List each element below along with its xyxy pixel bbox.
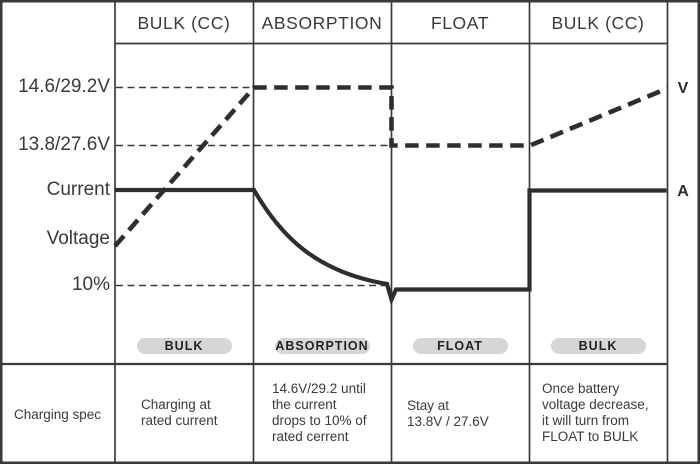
spec-cell-bulk-1: Charging at rated current — [141, 397, 218, 428]
stage-header-float: FLOAT — [430, 13, 490, 33]
stage-header-absorption: ABSORPTION — [261, 13, 383, 33]
current-curve — [115, 187, 667, 306]
stage-pill-bulk-1: BULK — [136, 338, 232, 354]
pill-slot-bulk-1: BULK — [115, 338, 253, 354]
spec-row-label: Charging spec — [13, 407, 102, 422]
volts-unit-label: V — [677, 80, 689, 97]
spec-cell-bulk-2: Once battery voltage decrease, it will t… — [542, 381, 649, 444]
amps-unit-label: A — [677, 183, 689, 200]
stage-pill-float: FLOAT — [412, 338, 508, 354]
stage-pill-bulk-2: BULK — [550, 338, 646, 354]
voltage-series-label: Voltage — [46, 228, 110, 249]
spec-cell-float: Stay at 13.8V / 27.6V — [407, 398, 489, 429]
stage-pill-absorption: ABSORPTION — [274, 338, 370, 354]
pill-slot-float: FLOAT — [391, 338, 529, 354]
column-divider-lines — [114, 2, 669, 462]
stage-header-bulk-1: BULK (CC) — [137, 13, 231, 33]
pill-slot-bulk-2: BULK — [529, 338, 667, 354]
pill-slot-absorption: ABSORPTION — [253, 338, 391, 354]
absorption-voltage-label: 14.6/29.2V — [18, 76, 110, 97]
voltage-curve — [113, 85, 668, 248]
stage-header-bulk-2: BULK (CC) — [551, 13, 645, 33]
spec-cell-absorption: 14.6V/29.2 until the current drops to 10… — [272, 381, 367, 444]
current-series-label: Current — [46, 179, 110, 200]
ten-percent-label: 10% — [71, 274, 110, 295]
float-voltage-label: 13.8/27.6V — [18, 134, 110, 155]
